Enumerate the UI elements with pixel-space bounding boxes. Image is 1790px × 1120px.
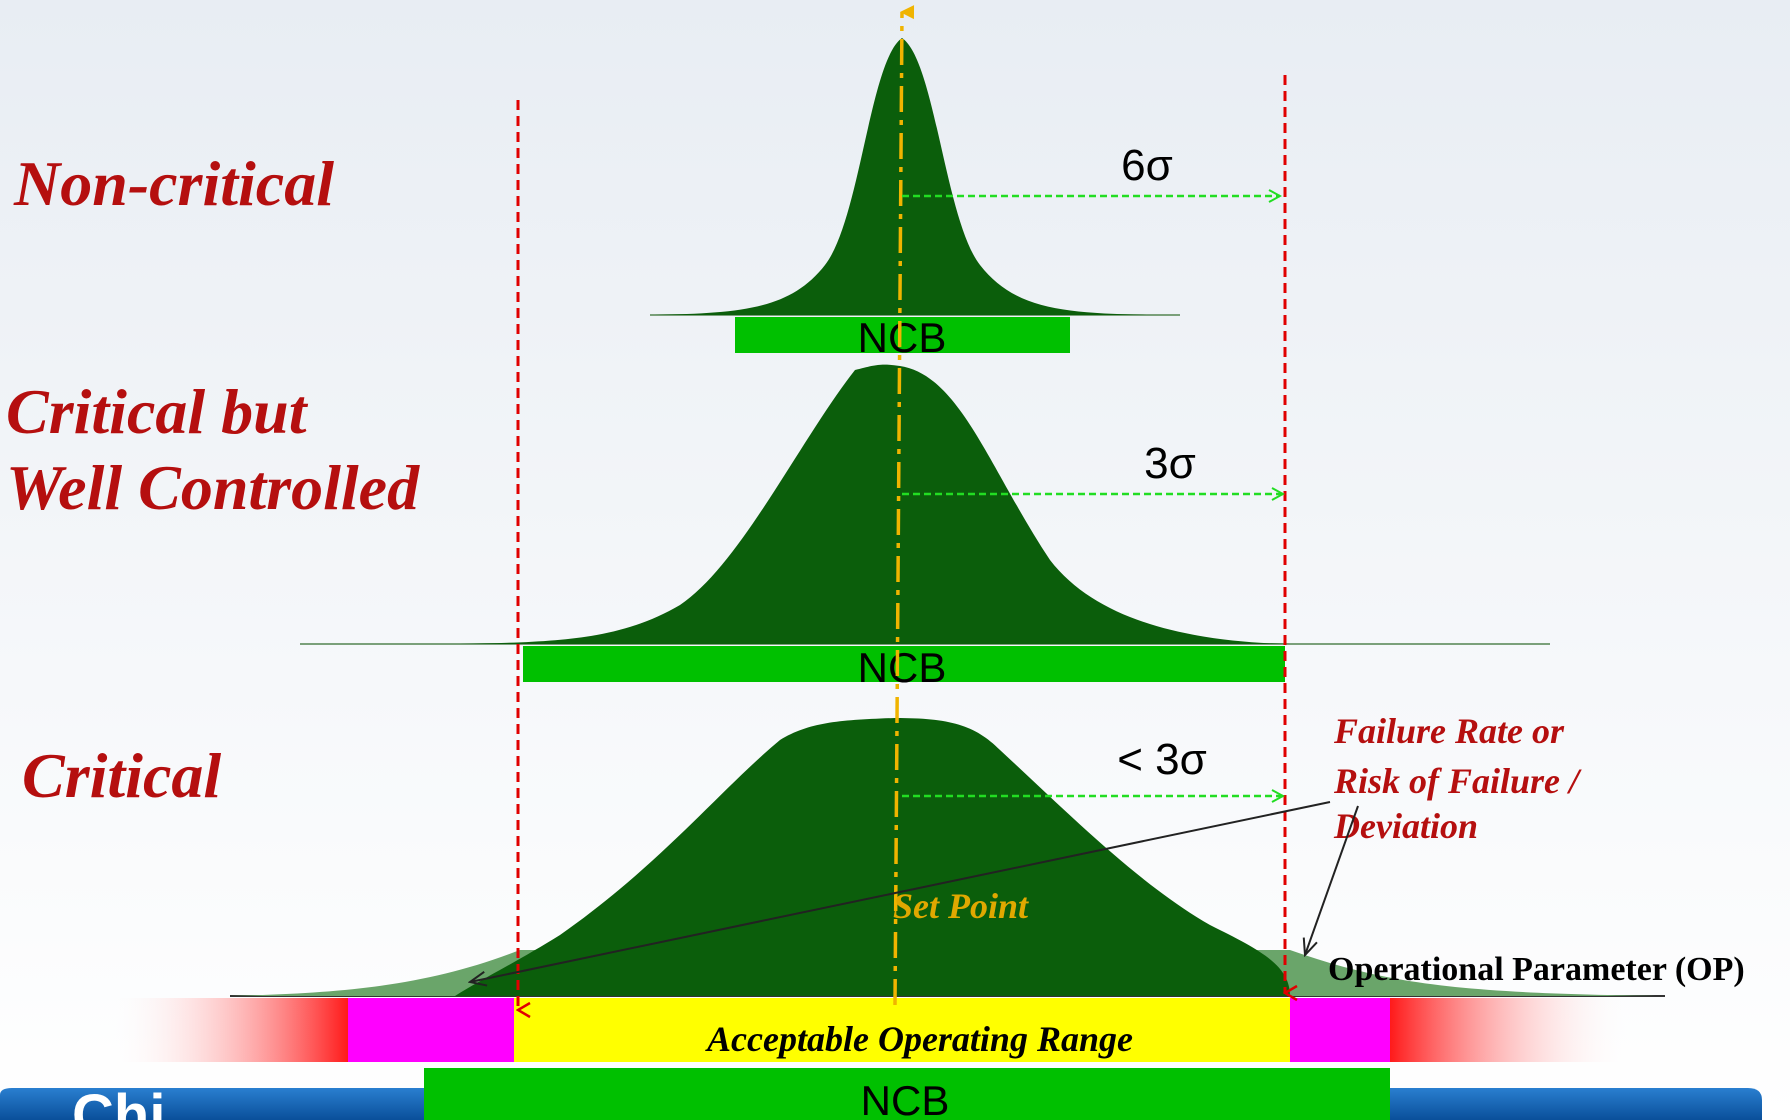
sigma-label-six: 6σ <box>1121 141 1173 190</box>
ncb-bar-non-critical <box>735 317 1070 353</box>
distribution-curve-non-critical <box>655 38 1150 315</box>
category-critical: Critical <box>22 740 221 811</box>
operational-parameter-label: Operational Parameter (OP) <box>1328 951 1745 988</box>
sigma-label-less-than-three: < 3σ <box>1117 735 1207 784</box>
failure-annotation-line3: Deviation <box>1333 806 1478 846</box>
ncb-label-non-critical: NCB <box>858 314 947 361</box>
ncb-bar-well-controlled <box>523 646 1285 682</box>
set-point-line <box>893 5 915 1006</box>
acceptable-operating-range <box>514 998 1290 1062</box>
edge-zone-right <box>1290 998 1390 1062</box>
ncb-bar-critical <box>424 1068 1390 1120</box>
edge-zone-left <box>348 998 514 1062</box>
failure-annotation-line2: Risk of Failure / <box>1333 761 1582 801</box>
category-critical-well-line2: Well Controlled <box>6 452 420 523</box>
ncb-label-well-controlled: NCB <box>858 644 947 691</box>
distribution-curve-critical <box>455 718 1290 996</box>
failure-zone-right <box>1390 998 1630 1062</box>
failure-pointer-left <box>470 801 1331 982</box>
acceptable-operating-range-label: Acceptable Operating Range <box>705 1019 1133 1059</box>
category-non-critical: Non-critical <box>13 148 334 219</box>
failure-annotation-line1: Failure Rate or <box>1333 711 1565 751</box>
footer-logo-fragment: Chi <box>72 1083 165 1120</box>
sigma-label-three: 3σ <box>1144 439 1196 488</box>
distribution-curve-well-controlled <box>460 364 1290 644</box>
ncb-label-critical: NCB <box>861 1077 950 1120</box>
failure-pointer-right <box>1305 805 1359 955</box>
set-point-label: Set Point <box>893 886 1029 926</box>
category-critical-well-line1: Critical but <box>6 376 309 447</box>
failure-zone-left <box>110 998 348 1062</box>
